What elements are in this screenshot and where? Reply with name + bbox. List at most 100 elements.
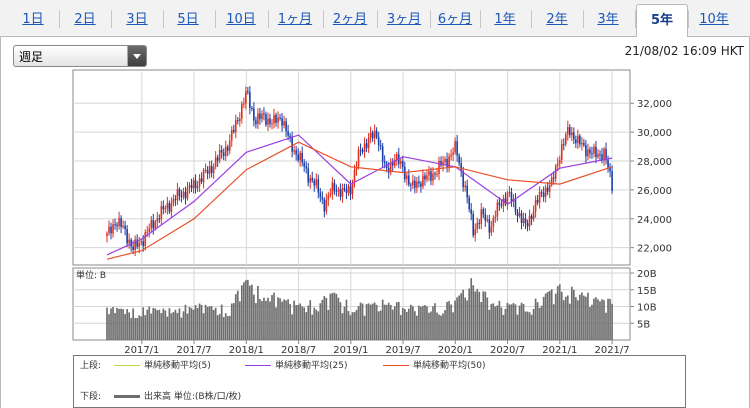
volume-bar <box>422 305 424 340</box>
tab-10[interactable]: 1年 <box>494 12 516 27</box>
volume-bar <box>214 307 217 340</box>
tab-separator <box>634 10 636 28</box>
tab-6[interactable]: 1ヶ月 <box>277 12 313 27</box>
candle-body <box>371 132 374 139</box>
candle-body <box>297 154 299 161</box>
candle-body <box>418 181 420 184</box>
volume-bar <box>152 307 155 340</box>
volume-bar <box>339 302 342 340</box>
candle-body <box>395 154 398 160</box>
tab-4[interactable]: 5日 <box>177 12 199 27</box>
volume-bar <box>446 301 448 340</box>
candle-body <box>472 213 475 236</box>
candle-body <box>363 143 366 152</box>
candle-body <box>285 121 287 132</box>
tab-11[interactable]: 2年 <box>546 12 568 27</box>
tab-14[interactable]: 10年 <box>699 12 729 27</box>
chevron-down-icon[interactable] <box>127 46 146 66</box>
tab-5[interactable]: 10日 <box>226 12 256 27</box>
tab-12[interactable]: 3年 <box>597 12 619 27</box>
volume-bar <box>560 291 563 340</box>
tab-3[interactable]: 3日 <box>126 12 148 27</box>
volume-bar <box>218 313 221 340</box>
period-select[interactable]: 週足 <box>13 45 147 67</box>
volume-bar <box>367 303 370 340</box>
candle-body <box>518 213 521 217</box>
volume-bar <box>558 284 561 340</box>
volume-bar <box>136 317 139 340</box>
candle-body <box>589 149 591 154</box>
candle-body <box>150 220 153 229</box>
candle-body <box>154 221 157 229</box>
tab-2[interactable]: 2日 <box>74 12 96 27</box>
candle-body <box>259 113 261 120</box>
tab-13[interactable]: 5年 <box>636 4 688 38</box>
volume-bar <box>345 299 348 340</box>
candle-body <box>585 145 587 157</box>
volume-bar <box>196 308 199 340</box>
candle-body <box>321 197 324 200</box>
volume-bar <box>440 315 442 340</box>
candle-body <box>279 117 281 119</box>
candle-body <box>307 168 310 183</box>
price-y-tick-label: 26,000 <box>637 186 672 197</box>
candle-body <box>174 199 177 201</box>
volume-bar <box>355 309 358 340</box>
volume-bar <box>609 299 611 340</box>
candle-body <box>432 173 434 181</box>
volume-bar <box>186 313 189 340</box>
candle-body <box>108 226 110 234</box>
volume-bar <box>587 292 589 340</box>
tab-7[interactable]: 2ヶ月 <box>332 12 368 27</box>
tab-9[interactable]: 6ヶ月 <box>437 12 473 27</box>
volume-bar <box>130 317 132 340</box>
candle-body <box>446 158 448 168</box>
volume-bar <box>528 312 531 340</box>
volume-bar <box>200 304 203 340</box>
candle-body <box>138 242 141 247</box>
volume-bar <box>436 312 438 340</box>
volume-bar <box>349 315 352 340</box>
volume-bar <box>403 308 406 340</box>
volume-bar <box>126 309 128 340</box>
volume-bar <box>160 313 163 340</box>
volume-bar <box>275 307 277 340</box>
volume-bar <box>120 308 122 340</box>
legend-ma50-label: 単純移動平均(50) <box>413 361 486 371</box>
volume-bar <box>311 314 314 340</box>
volume-bar <box>407 308 410 340</box>
candle-body <box>438 161 440 174</box>
volume-bar <box>192 309 195 340</box>
candle-body <box>212 166 215 173</box>
candle-body <box>293 150 295 152</box>
volume-bar <box>442 313 444 340</box>
price-y-tick-label: 22,000 <box>637 244 672 255</box>
candle-body <box>534 199 537 212</box>
candle-body <box>110 226 112 234</box>
x-tick-label: 2018/7 <box>281 345 316 356</box>
volume-bar <box>128 312 130 340</box>
volume-bar <box>325 297 328 340</box>
legend-ma5: 単純移動平均(5) <box>114 359 264 373</box>
tab-1[interactable]: 1日 <box>22 12 44 27</box>
volume-bar <box>142 307 145 340</box>
volume-bar <box>242 282 245 340</box>
candle-body <box>170 203 173 212</box>
candle-body <box>216 157 219 161</box>
candle-body <box>204 169 207 171</box>
volume-bar <box>271 295 273 340</box>
volume-bar <box>247 279 249 340</box>
candle-body <box>579 135 581 145</box>
tab-separator <box>377 10 378 28</box>
candle-body <box>349 186 352 195</box>
candle-body <box>381 146 384 162</box>
candle-body <box>480 209 483 224</box>
candle-body <box>536 199 539 203</box>
volume-bar <box>212 309 215 340</box>
x-tick-label: 2017/1 <box>124 345 159 356</box>
candle-body <box>210 166 213 173</box>
volume-bar <box>456 297 458 340</box>
volume-bar <box>434 303 436 340</box>
tab-8[interactable]: 3ヶ月 <box>386 12 422 27</box>
candle-body <box>156 218 159 222</box>
